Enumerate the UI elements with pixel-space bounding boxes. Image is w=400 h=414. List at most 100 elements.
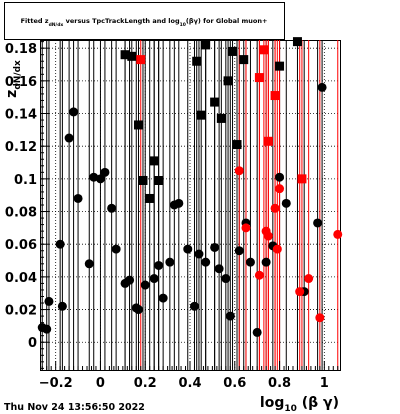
data-point-circle — [304, 274, 314, 284]
x-axis-label-sub: 10 — [284, 404, 297, 414]
data-point-circle — [281, 198, 291, 208]
x-axis-label-rest: (β γ) — [297, 395, 339, 411]
data-point-circle — [158, 293, 168, 303]
y-tick-label: 0.16 — [5, 75, 37, 90]
data-point-circle — [44, 296, 54, 306]
x-tick-label: 0.8 — [268, 376, 291, 391]
data-point-circle — [134, 305, 144, 315]
data-point-square — [297, 174, 307, 184]
y-axis-label-sub: dN/dx — [13, 60, 23, 90]
data-point-circle — [107, 203, 117, 213]
data-point-circle — [165, 257, 175, 267]
data-point-circle — [89, 172, 99, 182]
data-point-square — [154, 175, 164, 185]
data-point-circle — [263, 231, 273, 241]
y-tick-label: 0.06 — [5, 238, 37, 253]
data-point-circle — [315, 313, 325, 323]
data-point-square — [196, 110, 206, 120]
title-box: Fitted zdN/dx versus TpcTrackLength and … — [4, 2, 285, 40]
data-point-circle — [241, 223, 251, 233]
data-point-square — [228, 46, 238, 56]
data-point-circle — [252, 327, 262, 337]
data-point-circle — [317, 82, 327, 92]
chart-title: Fitted zdN/dx versus TpcTrackLength and … — [21, 17, 268, 28]
x-tick-label: 0 — [96, 376, 105, 391]
data-point-square — [232, 140, 242, 150]
data-point-square — [192, 56, 202, 66]
data-point-circle — [55, 239, 65, 249]
y-tick-label: 0.12 — [5, 140, 37, 155]
data-point-circle — [140, 280, 150, 290]
data-point-square — [210, 97, 220, 107]
data-point-circle — [275, 172, 285, 182]
y-axis-label-main: z — [4, 90, 20, 98]
data-point-circle — [84, 259, 94, 269]
data-point-circle — [225, 311, 235, 321]
x-tick-label: −0.2 — [39, 376, 73, 391]
data-point-circle — [245, 257, 255, 267]
data-point-square — [149, 156, 159, 166]
data-point-circle — [95, 174, 105, 184]
data-point-circle — [210, 242, 220, 252]
y-tick-label: 0 — [28, 336, 37, 351]
data-point-circle — [194, 249, 204, 259]
title-frame — [4, 2, 285, 40]
data-point-circle — [333, 229, 343, 239]
data-point-circle — [57, 301, 67, 311]
data-point-square — [254, 73, 264, 83]
data-point-circle — [73, 193, 83, 203]
data-point-circle — [201, 257, 211, 267]
y-axis-ticks: 0 0.02 0.04 0.06 0.08 0.1 0.12 0.14 0.16 0.18 — [5, 41, 49, 369]
datestamp: Thu Nov 24 13:56:50 2022 — [4, 402, 145, 413]
data-point-square — [120, 50, 130, 60]
data-point-square — [201, 40, 211, 50]
data-point-square — [223, 76, 233, 86]
data-point-circle — [154, 260, 164, 270]
data-point-circle — [261, 257, 271, 267]
x-tick-label: 1 — [320, 376, 329, 391]
data-point-square — [263, 136, 273, 146]
data-point-circle — [174, 198, 184, 208]
data-point-square — [239, 55, 249, 65]
y-tick-label: 0.14 — [5, 108, 37, 123]
data-markers — [37, 37, 343, 337]
y-tick-label: 0.18 — [5, 42, 37, 57]
data-point-circle — [270, 203, 280, 213]
data-point-circle — [254, 270, 264, 280]
data-point-circle — [64, 133, 74, 143]
x-tick-label: 0.6 — [223, 376, 246, 391]
data-point-circle — [295, 287, 305, 297]
data-point-circle — [149, 274, 159, 284]
data-point-square — [127, 51, 137, 61]
data-point-circle — [214, 264, 224, 274]
x-tick-label: 0.4 — [178, 376, 201, 391]
title-prefix: Fitted z — [21, 17, 49, 25]
data-point-circle — [272, 244, 282, 254]
data-point-circle — [42, 324, 52, 334]
y-tick-label: 0.04 — [5, 271, 37, 286]
y-tick-label: 0.08 — [5, 206, 37, 221]
data-point-square — [136, 55, 146, 65]
x-tick-label: 0.2 — [134, 376, 157, 391]
grid-lines — [40, 40, 340, 370]
data-point-circle — [111, 244, 121, 254]
x-axis-label: log10 (β γ) — [260, 395, 339, 414]
data-point-circle — [125, 275, 135, 285]
title-sub-10: 10 — [180, 22, 186, 28]
title-suffix: (βγ) for Global muon+ — [186, 17, 268, 25]
data-point-circle — [69, 107, 79, 117]
data-point-circle — [189, 301, 199, 311]
plot-frame — [40, 40, 341, 371]
data-point-circle — [234, 246, 244, 256]
y-tick-label: 0.02 — [5, 304, 37, 319]
data-point-circle — [275, 184, 285, 194]
data-point-square — [292, 37, 302, 47]
data-point-square — [275, 61, 285, 71]
data-point-square — [259, 45, 269, 55]
x-axis-label-main: log — [260, 395, 284, 411]
data-point-square — [134, 120, 144, 130]
data-point-square — [216, 113, 226, 123]
x-axis-ticks: −0.2 0 0.2 0.4 0.6 0.8 1 — [39, 361, 339, 391]
title-mid: versus TpcTrackLength and log — [63, 17, 180, 25]
data-point-circle — [221, 274, 231, 284]
